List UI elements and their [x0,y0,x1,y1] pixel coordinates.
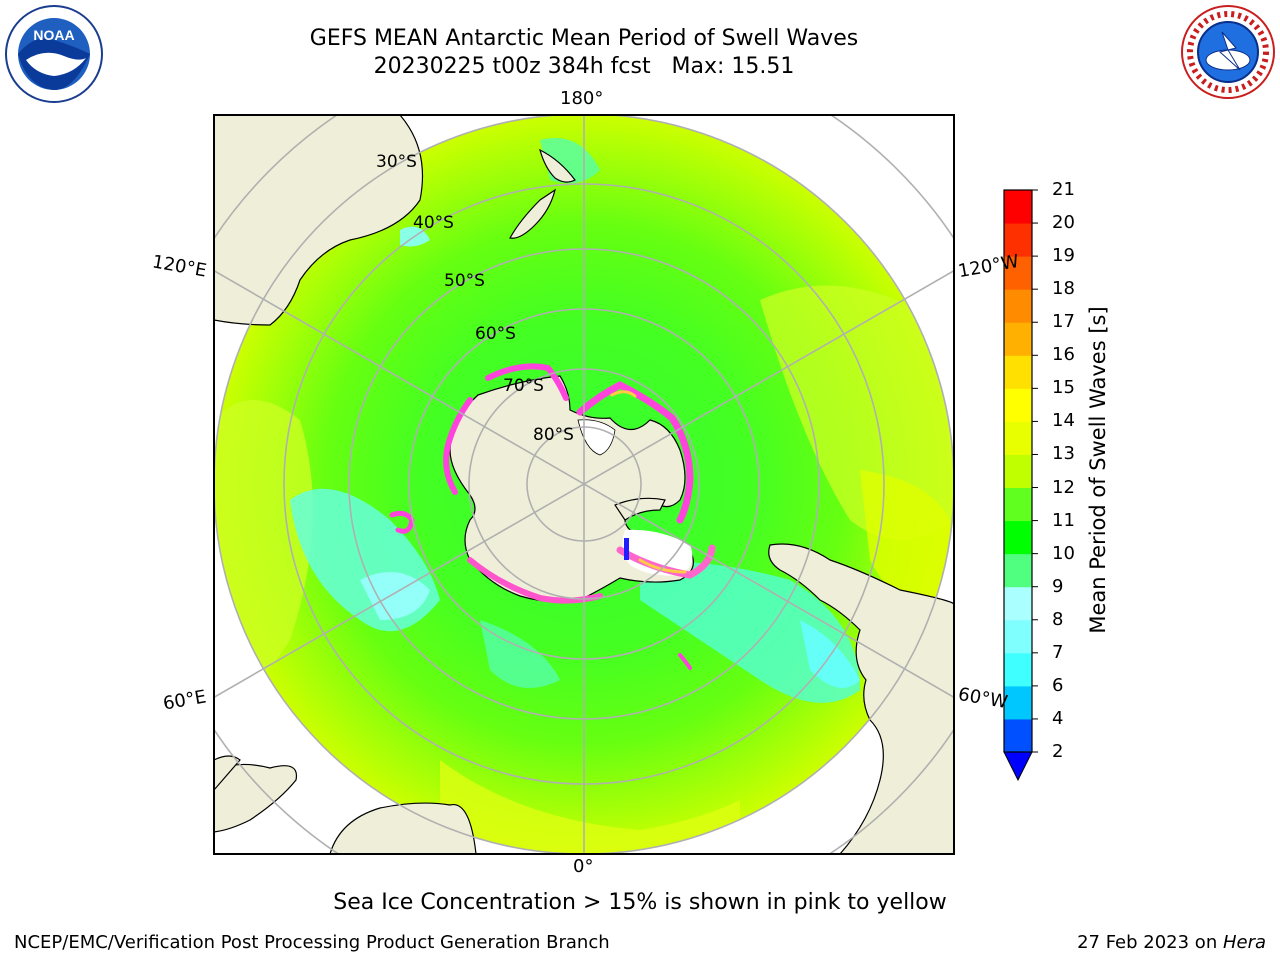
colorbar-tick-label: 4 [1052,707,1064,729]
colorbar-swatch [1004,652,1032,687]
colorbar-tick-label: 18 [1052,278,1075,300]
lat-label-60s: 60°S [475,324,516,344]
colorbar-tick-label: 20 [1052,212,1075,234]
colorbar-swatch [1004,256,1032,290]
colorbar-tick-label: 13 [1052,443,1075,465]
footer-date-text: 27 Feb 2023 on [1077,932,1223,953]
colorbar-swatch [1004,388,1032,422]
colorbar-tick-label: 6 [1052,674,1064,696]
colorbar-swatch [1004,487,1032,522]
colorbar-tick-label: 17 [1052,311,1075,333]
graticule [214,115,954,854]
colorbar-swatch [1004,718,1032,753]
colorbar-swatch [1004,586,1032,621]
lon-label-180: 180° [560,88,604,109]
colorbar-swatch [1004,553,1032,588]
colorbar-tick-label: 15 [1052,377,1075,399]
lat-label-40s: 40°S [413,213,454,233]
noaa-logo-text: NOAA [33,27,74,43]
colorbar-swatch [1004,421,1032,455]
colorbar-swatch [1004,190,1032,224]
lat-label-50s: 50°S [444,271,485,291]
colorbar-swatch [1004,454,1032,489]
colorbar-swatch [1004,289,1032,323]
colorbar-tick-label: 8 [1052,608,1064,630]
lat-label-30s: 30°S [376,152,417,172]
colorbar-frame [1003,189,1033,753]
colorbar-tick-label: 11 [1052,509,1075,531]
colorbar-swatch [1004,685,1032,720]
lat-label-80s: 80°S [533,425,574,445]
colorbar-label: Mean Period of Swell Waves [s] [1086,306,1110,634]
footer-date: 27 Feb 2023 on Hera [1077,932,1266,953]
colorbar-swatch [1004,619,1032,654]
colorbar-tick-label: 12 [1052,476,1075,498]
chart-subtitle: 20230225 t00z 384h fcst Max: 15.51 [373,54,795,79]
colorbar-tick-label: 2 [1052,741,1064,762]
lat-label-70s: 70°S [503,376,544,396]
colorbar-tick-label: 19 [1052,245,1075,267]
colorbar-tick-label: 7 [1052,641,1064,663]
sea-ice-note: Sea Ice Concentration > 15% is shown in … [333,890,947,915]
colorbar-tick-label: 21 [1052,179,1075,200]
sea-ice-edge [389,363,716,670]
map-frame [213,114,955,855]
colorbar-tick-label: 10 [1052,542,1075,564]
colorbar-swatch [1004,520,1032,555]
lon-label-0: 0° [573,856,594,877]
colorbar-extend [1003,751,1033,782]
colorbar-tick-label: 9 [1052,575,1064,597]
colorbar-swatch [1004,223,1032,257]
footer-host: Hera [1222,932,1266,953]
nws-logo [1178,2,1278,102]
noaa-logo: NOAA [4,4,104,104]
colorbar-tick-label: 14 [1052,410,1075,432]
colorbar [1003,189,1038,782]
colorbar-swatch [1004,355,1032,389]
footer-credit: NCEP/EMC/Verification Post Processing Pr… [14,932,610,953]
colorbar-tick-label: 16 [1052,344,1075,366]
colorbar-swatch [1004,322,1032,356]
chart-title: GEFS MEAN Antarctic Mean Period of Swell… [309,26,859,51]
